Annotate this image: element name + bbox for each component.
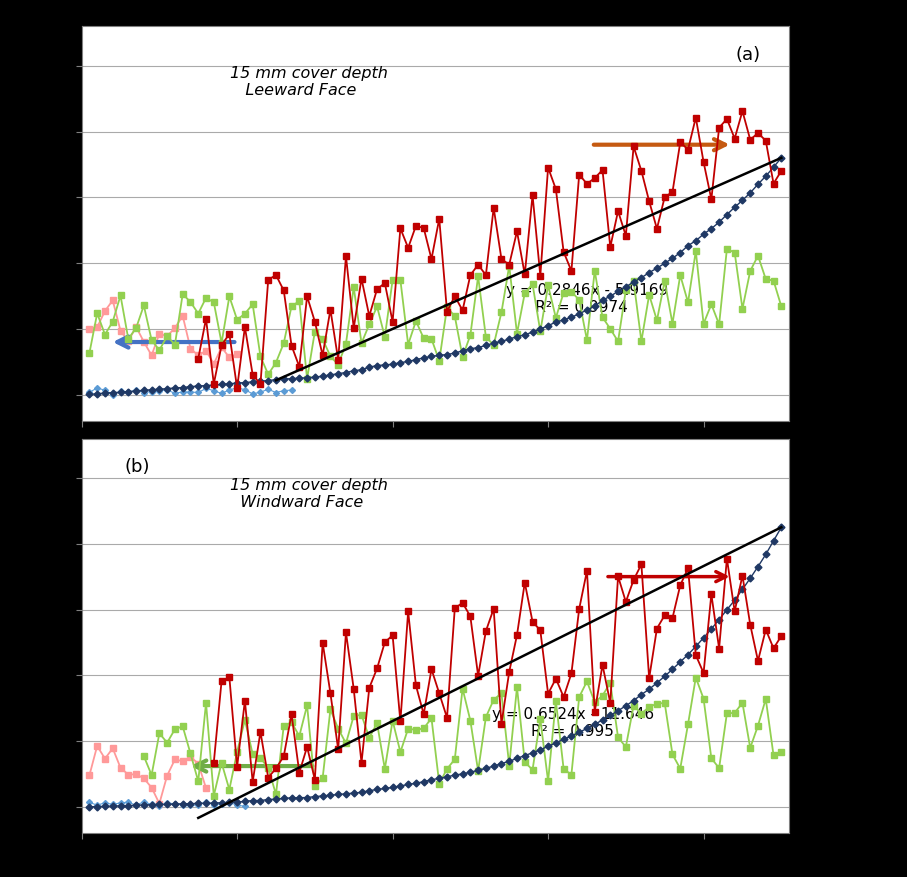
- Text: ▲: ▲: [793, 655, 804, 669]
- Text: (b): (b): [124, 458, 150, 476]
- Text: y = 0.6524x - 11.646
        R² = 0.995: y = 0.6524x - 11.646 R² = 0.995: [492, 707, 654, 739]
- Text: y = 0.2846x - 5.9169
      R² = 0.9974: y = 0.2846x - 5.9169 R² = 0.9974: [506, 282, 668, 315]
- Text: 15 mm cover depth
   Leeward Face: 15 mm cover depth Leeward Face: [230, 66, 388, 98]
- Text: 15 mm cover depth
  Windward Face: 15 mm cover depth Windward Face: [230, 478, 388, 510]
- Text: ▲: ▲: [793, 822, 804, 836]
- Text: ▲: ▲: [793, 296, 804, 310]
- Text: (a): (a): [736, 46, 761, 64]
- Text: ▲: ▲: [793, 225, 804, 239]
